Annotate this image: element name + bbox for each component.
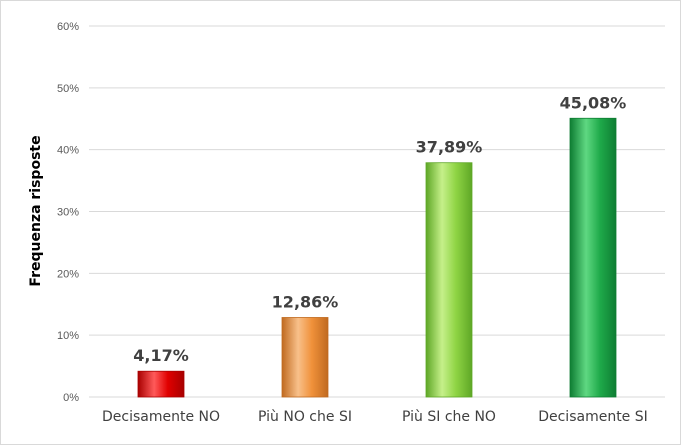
y-tick-label: 20%: [57, 268, 79, 280]
bar: [425, 162, 473, 398]
x-category-label: Più SI che NO: [402, 409, 496, 425]
y-axis-label: Frequenza risposte: [28, 135, 44, 286]
y-tick-label: 10%: [57, 330, 79, 342]
data-label: 4,17%: [133, 346, 189, 365]
y-tick-label: 50%: [57, 83, 79, 95]
x-category-label: Decisamente NO: [102, 409, 220, 425]
data-label: 37,89%: [416, 138, 483, 157]
bar: [569, 117, 617, 398]
bar: [137, 370, 185, 398]
y-tick-label: 30%: [57, 207, 79, 219]
bar: [281, 317, 329, 398]
y-tick-label: 0%: [63, 392, 79, 404]
y-tick-label: 60%: [57, 21, 79, 33]
data-label: 12,86%: [272, 292, 339, 311]
y-tick-label: 40%: [57, 145, 79, 157]
x-category-label: Decisamente SI: [538, 409, 648, 425]
data-label: 45,08%: [560, 93, 627, 112]
x-category-label: Più NO che SI: [258, 409, 352, 425]
